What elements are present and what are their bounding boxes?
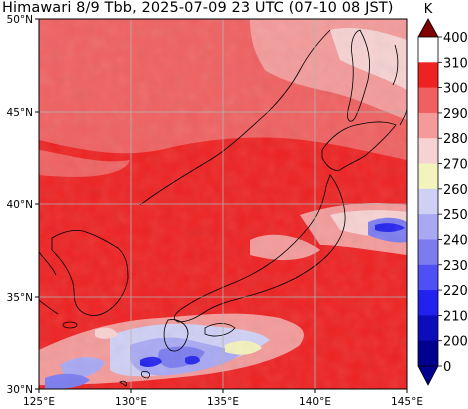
coastlines xyxy=(39,29,407,387)
y-tick-label: 50°N xyxy=(7,14,33,26)
x-tick-label: 145°E xyxy=(391,396,423,408)
colorbar-cell xyxy=(418,62,438,89)
y-tick-label: 30°N xyxy=(7,384,33,396)
y-tick-label: 45°N xyxy=(7,107,33,119)
x-tick-label: 140°E xyxy=(299,396,331,408)
colorbar-cell xyxy=(418,112,438,139)
colorbar-tick-label: 270 xyxy=(443,158,468,173)
colorbar-tick-label: 220 xyxy=(443,284,468,299)
colorbar-tick-label: 0 xyxy=(443,360,451,375)
colorbar-tick-label: 400 xyxy=(443,31,468,46)
colorbar-cell xyxy=(418,239,438,266)
map-title: Himawari 8/9 Tbb, 2025-07-09 23 UTC (07-… xyxy=(2,0,394,16)
colorbar-tick-label: 250 xyxy=(443,208,468,223)
y-tick-label: 35°N xyxy=(7,292,33,304)
x-tick-labels: 125°E 130°E 135°E 140°E 145°E xyxy=(23,396,423,408)
colorbar-unit: K xyxy=(424,2,433,17)
graticule xyxy=(39,19,407,389)
colorbar-cell xyxy=(418,264,438,291)
colorbar-tick-label: 240 xyxy=(443,233,468,248)
colorbar-cell xyxy=(418,290,438,316)
colorbar-frame xyxy=(417,36,439,367)
colorbar-tick-label: 310 xyxy=(443,56,468,71)
x-tick-label: 130°E xyxy=(115,396,147,408)
y-tick-labels: 50°N 45°N 40°N 35°N 30°N xyxy=(7,14,33,396)
colorbar-tick-label: 280 xyxy=(443,132,468,147)
brightness-temperature-field xyxy=(39,19,407,389)
colorbar: K 400 310 300 290 280 270 260 250 240 230 220 210 20… xyxy=(417,2,468,386)
colorbar-cell xyxy=(418,340,438,367)
colorbar-tick-label: 210 xyxy=(443,309,468,324)
y-tick-label: 40°N xyxy=(7,199,33,211)
colorbar-cell xyxy=(418,214,438,240)
colorbar-tick-label: 200 xyxy=(443,335,468,350)
colorbar-tick-label: 290 xyxy=(443,107,468,122)
colorbar-tick-label: 260 xyxy=(443,183,468,198)
colorbar-tick-label: 300 xyxy=(443,82,468,97)
colorbar-cell xyxy=(418,138,438,165)
colorbar-cell xyxy=(418,87,438,114)
x-tick-label: 135°E xyxy=(207,396,239,408)
axis-ticks xyxy=(35,18,408,393)
x-tick-label: 125°E xyxy=(23,396,55,408)
colorbar-cell xyxy=(418,315,438,342)
colorbar-cell xyxy=(418,163,438,190)
colorbar-cap-bottom xyxy=(418,366,438,385)
colorbar-cell xyxy=(418,37,438,63)
colorbar-tick-label: 230 xyxy=(443,259,468,274)
colorbar-cap-top xyxy=(418,19,438,37)
colorbar-cell xyxy=(418,188,438,215)
